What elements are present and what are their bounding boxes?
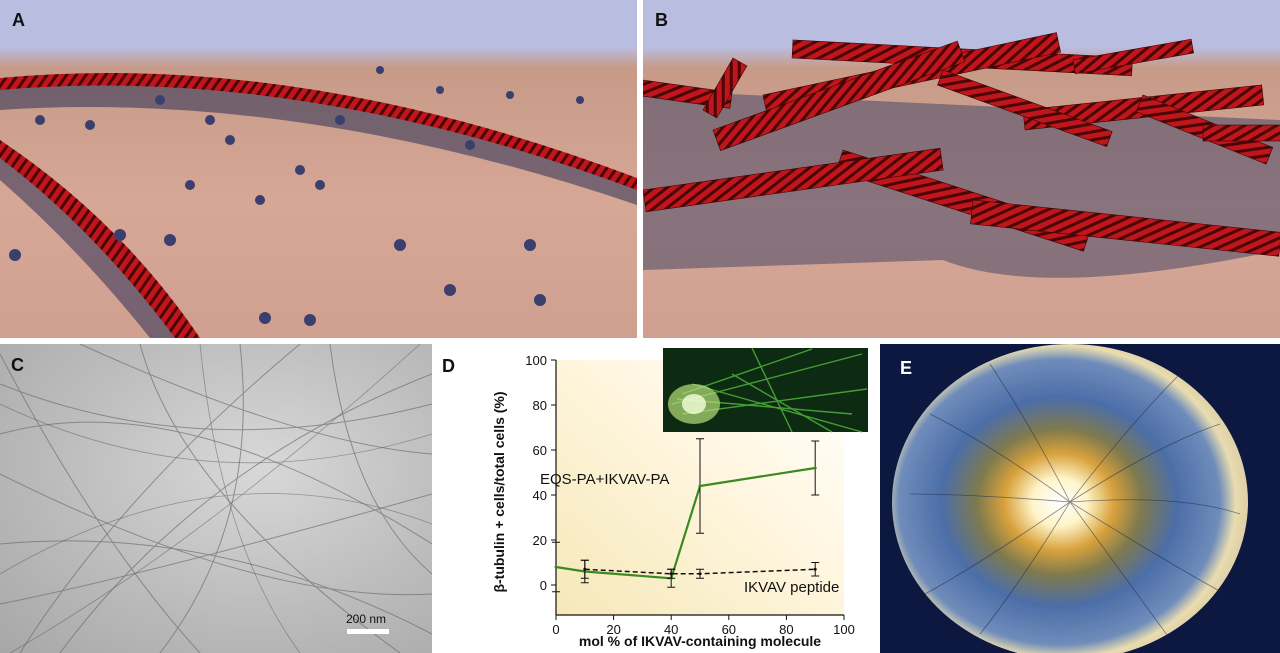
data-point — [583, 567, 587, 571]
x-tick-label: 0 — [552, 622, 559, 637]
data-point — [813, 466, 817, 470]
data-point — [669, 572, 673, 576]
nanofiber — [0, 72, 637, 190]
data-point — [554, 565, 558, 569]
y-tick-label: 0 — [540, 578, 547, 593]
x-tick-label: 100 — [833, 622, 855, 637]
nanofiber — [0, 140, 200, 338]
x-tick-label: 60 — [722, 622, 736, 637]
chart-svg: 0 20 40 60 80 100 0 20 40 60 80 100 mol % of IKVAV-… — [491, 347, 868, 649]
y-tick-label: 40 — [533, 488, 547, 503]
series-label-ikvav-peptide: IKVAV peptide — [744, 579, 839, 596]
nanofiber-network — [643, 32, 1280, 257]
micrograph-fibers — [0, 344, 432, 653]
y-tick-label: 80 — [533, 398, 547, 413]
panel-b-illustration — [643, 32, 1280, 278]
y-axis-label: β-tubulin + cells/total cells (%) — [491, 391, 507, 592]
x-tick-label: 80 — [779, 622, 793, 637]
x-tick-label: 20 — [606, 622, 620, 637]
inset-fluorescence-image — [663, 347, 868, 433]
x-tick-label: 40 — [664, 622, 678, 637]
y-tick-label: 60 — [533, 443, 547, 458]
panel-a-rendering: A — [0, 0, 637, 338]
panel-label-b: B — [655, 10, 668, 30]
panel-e-photo: E — [880, 344, 1280, 653]
panel-b-rendering: B — [643, 0, 1280, 338]
data-point — [698, 572, 702, 576]
panel-label-c: C — [11, 355, 24, 375]
panel-d-chart: 0 20 40 60 80 100 0 20 40 60 80 100 mol % of IKVAV-… — [432, 344, 880, 653]
series-label-eqs-ikvav: EQS-PA+IKVAV-PA — [540, 471, 669, 488]
scale-bar — [347, 629, 389, 634]
data-point — [813, 567, 817, 571]
panel-c-micrograph: 200 nm C — [0, 344, 432, 653]
cell-cluster — [0, 78, 637, 205]
molecules — [9, 66, 584, 326]
series-line-1 — [584, 568, 816, 575]
panel-a-illustration — [0, 66, 637, 338]
scale-bar-label: 200 nm — [346, 612, 387, 626]
x-axis-label: mol % of IKVAV-containing molecule — [579, 633, 821, 649]
y-tick-label: 100 — [525, 353, 547, 368]
panel-label-e: E — [900, 358, 913, 378]
panel-label-a: A — [12, 10, 25, 30]
data-point — [698, 484, 702, 488]
y-tick-label: 20 — [533, 533, 547, 548]
tissue-photo — [892, 344, 1248, 653]
panel-label-d: D — [442, 356, 455, 376]
